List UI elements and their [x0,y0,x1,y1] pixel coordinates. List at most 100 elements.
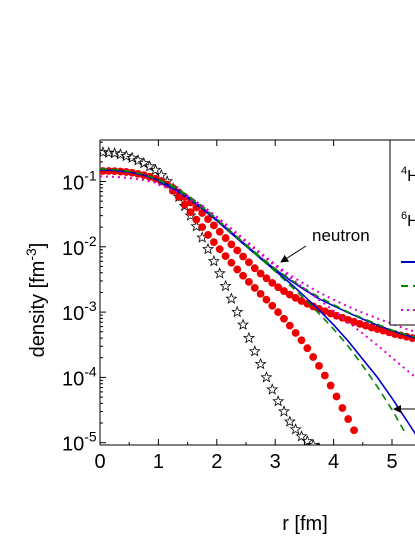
star-point [108,146,121,159]
dot-point [285,321,294,330]
star-point [307,438,320,445]
series-7-dashed [158,179,408,436]
legend: 4H 6H [389,139,415,326]
star-point [242,331,255,344]
star-point [202,242,215,255]
dot-point [245,278,253,286]
star-point [131,154,144,166]
y-axis-label-main: density [fm [27,261,49,358]
x-tick-label: 4 [328,451,339,473]
star-point [277,405,290,417]
star-point [260,371,273,383]
y-axis-label-sup: -3 [23,248,39,261]
star-point [120,149,133,162]
curve-solid [158,180,415,435]
dot-point [350,426,358,435]
star-point [272,394,285,407]
dot-point [204,215,212,224]
series-4-dashed [100,168,415,338]
dot-point [262,274,271,283]
star-point [231,305,244,318]
star-point [126,151,139,164]
annotation-neutron: neutron [312,226,370,245]
annotation-neutron-arrow [280,245,307,263]
x-tick-label: 2 [211,451,222,473]
star-point [301,434,314,445]
star-point [225,292,238,304]
y-tick-label: 10-3 [62,298,97,325]
dot-point [256,269,265,278]
y-tick-label: 10-4 [62,363,97,390]
dot-point [215,245,224,254]
dot-point [209,221,218,230]
series-6-solid [158,180,415,435]
dot-point [274,308,283,316]
dot-point [221,234,230,242]
dot-point [291,329,300,337]
dot-point [280,314,288,323]
legend-entry-6h: 6H [401,210,415,230]
star-point [283,415,296,427]
star-point [155,168,168,181]
dot-point [245,258,253,267]
dot-point [192,215,201,224]
dot-point [315,362,323,370]
curve-dashed [158,179,408,436]
y-tick-label: 10-5 [62,429,97,456]
dot-point [227,258,236,267]
star-point [266,383,279,395]
dot-point [297,297,306,305]
dot-point [250,264,259,273]
legend-4h-mass: 4 [401,165,407,177]
star-point [100,145,109,158]
dot-point [221,252,230,261]
y-tick-label: 10-1 [62,168,97,195]
x-tick-label: 3 [270,451,281,473]
star-point [143,160,156,172]
series-8-dotted [158,183,415,379]
star-point [114,148,127,160]
dot-point [256,289,265,298]
star-point [219,279,232,292]
star-point [184,209,197,221]
star-point [137,156,150,169]
dot-point [268,279,277,287]
dot-point [332,392,341,401]
dot-point [320,371,329,380]
dot-point [227,240,236,249]
star-point [149,163,162,176]
x-tick-label: 0 [94,451,105,473]
x-tick-label: 5 [386,451,397,473]
dot-point [344,415,353,423]
y-tick-label: 10-2 [62,233,97,260]
dot-point [239,252,247,261]
star-point [343,452,353,461]
dot-point [280,287,288,295]
star-point [248,345,261,357]
legend-4h-symbol: H [407,168,415,185]
curve-dotted [100,175,415,333]
dot-point [233,265,242,274]
y-axis-label: density [fm-3] [23,243,49,358]
series-5-dotted [100,175,415,333]
legend-box [389,139,415,326]
dot-point [373,325,382,333]
dot-point [198,223,207,232]
dot-point [250,283,259,292]
dot-point [233,246,242,255]
star-point [295,430,308,442]
legend-entry-4h: 4H [401,165,415,185]
data-series [100,145,415,461]
dot-point [180,200,189,209]
dot-point [239,271,247,280]
dot-point [186,208,195,216]
star-point [254,357,267,370]
dot-point [209,238,218,247]
dot-point [338,404,347,412]
curve-dashed [100,168,415,338]
legend-6h-symbol: H [407,213,415,230]
star-point [236,318,250,330]
legend-6h-mass: 6 [401,210,407,222]
star-point [207,254,220,267]
